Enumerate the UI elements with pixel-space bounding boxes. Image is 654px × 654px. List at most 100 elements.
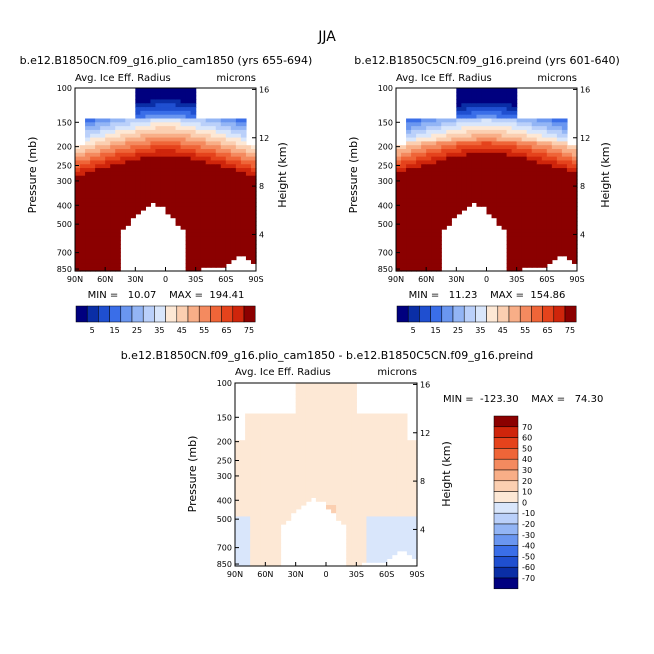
panel2-cell	[431, 152, 437, 158]
diff-cell	[411, 527, 418, 533]
panel2-cell	[501, 103, 508, 108]
panel2-cell	[456, 149, 462, 154]
diff-cell	[346, 447, 352, 453]
panel2-cell	[411, 183, 417, 188]
cb3-swatch	[493, 469, 519, 482]
panel2-cell	[431, 133, 437, 139]
diff-cell	[245, 550, 251, 556]
diff-cell	[381, 501, 388, 506]
panel2-cell	[506, 118, 513, 123]
panel2-cell	[556, 164, 563, 169]
diff-cell	[376, 527, 383, 533]
panel2-cell	[506, 225, 513, 230]
diff-cell	[336, 417, 342, 422]
diff-cell	[346, 497, 352, 502]
diff-cell	[351, 482, 357, 487]
diff-cell	[341, 451, 347, 457]
diff-cell	[305, 421, 312, 426]
panel1-cell	[210, 190, 217, 196]
diff-cell	[250, 489, 256, 495]
panel1-cell	[250, 160, 257, 165]
diff-cell	[315, 470, 322, 476]
panel1-cell	[225, 210, 232, 215]
diff-cell	[270, 520, 277, 525]
panel2-ytick-label: 400	[378, 201, 393, 210]
diff-cell	[386, 543, 393, 548]
panel2-cell	[431, 210, 437, 215]
diff-cell	[386, 482, 393, 487]
panel2-cell	[531, 160, 538, 165]
diff-cell	[336, 466, 342, 472]
panel2-cell	[526, 221, 533, 226]
panel2-cell	[546, 221, 553, 226]
panel1-cell	[120, 156, 126, 162]
panel2-cell	[501, 187, 508, 192]
panel2-cell	[556, 149, 563, 154]
panel1-cell	[110, 213, 116, 219]
diff-cell	[341, 405, 347, 411]
diff-cell	[331, 485, 337, 491]
panel2-cell	[466, 133, 473, 139]
diff-cell	[255, 440, 261, 445]
panel2-cell	[401, 160, 407, 165]
panel1-cell	[110, 156, 116, 162]
panel1-cell	[85, 213, 91, 219]
panel1-cell	[215, 126, 222, 131]
panel1-cell	[215, 129, 222, 135]
panel1-cell	[175, 91, 182, 97]
diff-cell	[235, 527, 241, 533]
panel2-cell	[421, 149, 427, 154]
panel2-cell	[506, 126, 513, 131]
panel1-cell	[230, 248, 237, 253]
panel2-cell	[551, 198, 558, 203]
cb3-swatch	[493, 502, 519, 514]
panel1-cell	[105, 259, 111, 264]
cb3-label: 40	[522, 455, 532, 464]
panel2-cell	[481, 194, 488, 200]
panel1-cell	[130, 126, 136, 131]
panel2-cell	[511, 179, 518, 184]
panel1-cell	[140, 183, 146, 188]
diff-cell	[245, 482, 251, 487]
cb1-swatch	[210, 305, 222, 323]
panel1-cell	[235, 187, 242, 192]
panel2-cell	[536, 255, 543, 261]
panel2-cell	[516, 118, 523, 123]
panel2-cell	[416, 221, 422, 226]
diff-cell	[331, 466, 337, 472]
panel2-cell	[511, 152, 518, 158]
panel1-cell	[100, 236, 106, 242]
panel1-cell	[190, 240, 197, 245]
diff-cell	[265, 562, 271, 567]
panel2-cell	[481, 179, 488, 184]
panel2-cell	[541, 152, 548, 158]
diff-cell	[320, 470, 327, 476]
panel1-cell	[105, 152, 111, 158]
panel1-cell	[195, 141, 202, 146]
panel1-cell	[220, 225, 227, 230]
diff-cell	[351, 444, 357, 449]
panel2-cell	[411, 229, 417, 234]
diff-cell	[260, 520, 266, 525]
diff-cell	[270, 516, 277, 521]
diff-cell	[381, 447, 388, 453]
diff-cell	[300, 398, 307, 403]
panel2-cell	[416, 255, 422, 261]
panel2-cell	[446, 194, 452, 200]
panel2-cell	[411, 236, 417, 242]
panel2-cell	[571, 240, 578, 245]
panel1-cell	[150, 103, 157, 108]
panel2-cell	[531, 225, 538, 230]
panel1-cell	[220, 145, 227, 150]
diff-y2tick-label: 12	[420, 429, 430, 438]
panel2-cell	[571, 217, 578, 223]
panel1-cell	[205, 255, 212, 261]
diff-xtick-label: 60S	[379, 570, 394, 579]
panel2-cell	[491, 129, 498, 135]
panel1-cell	[120, 206, 126, 211]
panel1-cell	[145, 160, 152, 165]
panel1-cell	[165, 122, 172, 127]
panel2-stats: MIN = 11.23 MAX = 154.86	[409, 290, 566, 301]
panel1-cell	[110, 240, 116, 245]
panel2-cell	[526, 145, 533, 150]
